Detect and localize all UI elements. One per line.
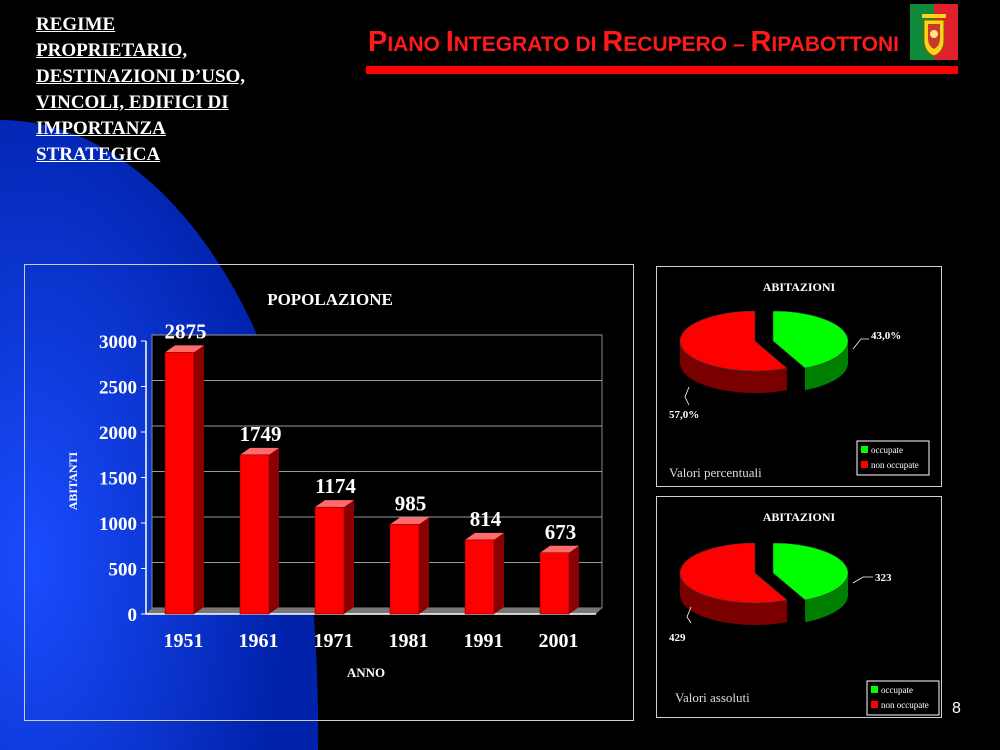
bar-side bbox=[419, 517, 429, 614]
pie-slice bbox=[679, 310, 788, 372]
y-tick-label: 2000 bbox=[99, 423, 137, 444]
bar-data-label: 673 bbox=[545, 520, 577, 544]
y-tick-label: 1500 bbox=[99, 469, 137, 490]
pie-chart-subtitle: Valori percentuali bbox=[669, 465, 762, 480]
x-tick-label: 1981 bbox=[389, 630, 429, 652]
pie-slice-side bbox=[680, 573, 788, 625]
pie-slice-side bbox=[805, 573, 848, 623]
slide-title: PIANO INTEGRATO DI RECUPERO – RIPABOTTON… bbox=[368, 26, 899, 58]
heading-line: DESTINAZIONI D’USO, bbox=[36, 66, 246, 87]
coat-of-arms-icon bbox=[910, 4, 958, 60]
bar bbox=[164, 352, 195, 615]
pie-data-label: 429 bbox=[669, 632, 686, 644]
bar-top bbox=[465, 532, 504, 540]
bar-data-label: 1749 bbox=[240, 422, 282, 446]
bar-data-label: 985 bbox=[395, 491, 427, 515]
x-tick-label: 1971 bbox=[314, 630, 354, 652]
x-axis-title: ANNO bbox=[347, 665, 385, 680]
heading-line: STRATEGICA bbox=[36, 144, 161, 165]
legend-swatch bbox=[861, 461, 868, 468]
leader-line bbox=[852, 338, 869, 350]
pie-chart-subtitle: Valori assoluti bbox=[675, 690, 750, 705]
y-tick-label: 500 bbox=[109, 560, 138, 581]
bar-side bbox=[344, 500, 354, 614]
pie-slice-side bbox=[804, 341, 848, 391]
y-tick-label: 3000 bbox=[99, 332, 137, 353]
pie-slice-side bbox=[680, 341, 787, 393]
bar-top bbox=[390, 517, 429, 525]
y-axis-title: ABITANTI bbox=[66, 451, 80, 510]
dwellings-absolute-pie-chart: 323 429 ABITAZIONI Valori assoluti occupate n… bbox=[669, 510, 940, 716]
pie-slice bbox=[772, 310, 849, 369]
legend-swatch bbox=[871, 686, 878, 693]
bar bbox=[464, 539, 495, 615]
bar-data-label: 1174 bbox=[315, 474, 356, 498]
bar-top bbox=[315, 500, 354, 508]
plot-floor bbox=[146, 608, 602, 614]
bar-data-label: 814 bbox=[470, 507, 502, 531]
pie-chart-title: ABITAZIONI bbox=[763, 280, 836, 294]
pie-group: 323 429 bbox=[669, 542, 892, 644]
bar-side bbox=[194, 345, 204, 614]
dwellings-absolute-panel: 323 429 ABITAZIONI Valori assoluti occupate n… bbox=[656, 496, 942, 718]
bar bbox=[239, 454, 270, 615]
legend-swatch bbox=[861, 446, 868, 453]
population-bar-chart: POPOLAZIONE 0 500 1000 1500 2000 2500 3000 2875 1… bbox=[66, 290, 603, 680]
pie-legend bbox=[866, 680, 940, 716]
x-tick-label: 1991 bbox=[464, 630, 504, 652]
dwellings-percent-panel: 43,0% 57,0% ABITAZIONI Valori percentuali oc… bbox=[656, 266, 942, 487]
y-tick-label: 1000 bbox=[99, 514, 137, 535]
legend-label: occupate bbox=[871, 445, 903, 455]
legend-swatch bbox=[871, 701, 878, 708]
pie-data-label: 57,0% bbox=[669, 409, 699, 421]
bar-side bbox=[494, 532, 504, 614]
legend-label: non occupate bbox=[881, 700, 929, 710]
legend-label: occupate bbox=[881, 685, 913, 695]
leader-line bbox=[686, 606, 692, 624]
x-tick-label: 2001 bbox=[539, 630, 579, 652]
pie-data-label: 323 bbox=[875, 572, 892, 584]
population-chart-panel: POPOLAZIONE 0 500 1000 1500 2000 2500 3000 2875 1… bbox=[24, 264, 634, 721]
bar-chart-title: POPOLAZIONE bbox=[267, 290, 393, 309]
x-tick-label: 1951 bbox=[164, 630, 204, 652]
title-underline-bar bbox=[366, 66, 958, 74]
heading-line: IMPORTANZA bbox=[36, 118, 166, 139]
pie-slice bbox=[679, 542, 788, 604]
bar bbox=[314, 506, 345, 615]
bar-data-label: 2875 bbox=[165, 319, 207, 343]
pie-data-label: 43,0% bbox=[871, 330, 901, 342]
heading-line: VINCOLI, EDIFICI DI bbox=[36, 92, 229, 113]
heading-line: REGIME bbox=[36, 14, 116, 35]
bar-top bbox=[240, 447, 279, 455]
bar-side bbox=[569, 545, 579, 614]
pie-chart-title: ABITAZIONI bbox=[763, 510, 836, 524]
bar bbox=[539, 552, 570, 615]
legend-label: non occupate bbox=[871, 460, 919, 470]
page-number: 8 bbox=[952, 700, 961, 717]
bar-side bbox=[269, 447, 279, 614]
dwellings-percent-pie-chart: 43,0% 57,0% ABITAZIONI Valori percentuali oc… bbox=[669, 280, 930, 480]
bar-top bbox=[540, 545, 579, 553]
pie-slice bbox=[772, 542, 849, 601]
bar bbox=[389, 524, 420, 615]
y-tick-label: 2500 bbox=[99, 378, 137, 399]
leader-line bbox=[852, 576, 873, 584]
section-heading: REGIME PROPRIETARIO, DESTINAZIONI D’USO,… bbox=[36, 12, 326, 168]
leader-line bbox=[684, 386, 690, 406]
pie-legend bbox=[856, 440, 930, 476]
x-tick-label: 1961 bbox=[239, 630, 279, 652]
y-tick-label: 0 bbox=[128, 605, 138, 626]
heading-line: PROPRIETARIO, bbox=[36, 40, 188, 61]
bar-top bbox=[165, 345, 204, 353]
pie-group: 43,0% 57,0% bbox=[669, 310, 901, 421]
